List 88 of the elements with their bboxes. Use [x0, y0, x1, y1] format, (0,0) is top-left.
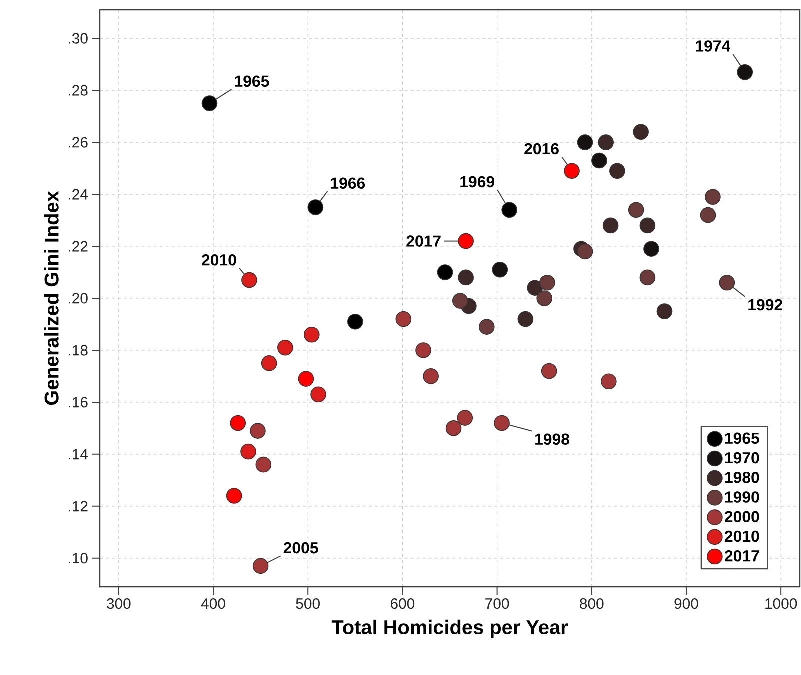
- point: [348, 314, 364, 330]
- point: [256, 456, 272, 473]
- point: [610, 163, 626, 180]
- point: [446, 420, 462, 436]
- y-axis-title: Generalized Gini Index: [44, 191, 59, 406]
- point: [492, 262, 508, 278]
- point: [700, 207, 716, 224]
- x-tick-label: 300: [107, 598, 131, 610]
- point: [540, 274, 556, 291]
- x-tick-label: 800: [580, 598, 604, 610]
- point: [250, 423, 266, 439]
- x-tick-label: 900: [674, 598, 698, 610]
- y-tick-label: .18: [69, 345, 88, 356]
- y-tick-label: .14: [69, 449, 88, 460]
- annotation: 1998: [536, 434, 570, 446]
- point: [452, 293, 468, 309]
- point: [518, 311, 534, 328]
- point: [458, 233, 474, 250]
- point: [304, 326, 320, 343]
- legend-label: 1980: [725, 472, 760, 484]
- annotation: 2016: [524, 143, 559, 155]
- y-tick-label: .22: [69, 241, 88, 252]
- point: [494, 415, 510, 432]
- annotation: 1966: [331, 178, 366, 190]
- point: [644, 241, 660, 257]
- point: [230, 415, 246, 432]
- annotation: 2010: [202, 254, 236, 266]
- point: [202, 96, 218, 112]
- y-tick-label: .12: [69, 501, 88, 512]
- point: [308, 200, 324, 216]
- point: [242, 272, 258, 288]
- x-tick-label: 500: [296, 598, 320, 610]
- x-tick-label: 1000: [766, 598, 798, 610]
- annotation: 1969: [460, 176, 494, 188]
- y-tick-label: .28: [69, 85, 88, 96]
- legend-label: 1970: [725, 452, 760, 464]
- legend-label: 2017: [724, 550, 760, 562]
- y-tick-label: .16: [69, 397, 88, 408]
- point: [278, 340, 294, 356]
- point: [423, 368, 439, 384]
- point: [437, 264, 454, 280]
- point: [592, 152, 608, 169]
- point: [656, 304, 673, 320]
- legend-label: 2000: [724, 511, 760, 523]
- legend-label: 1965: [725, 432, 760, 444]
- point: [298, 371, 314, 387]
- point: [541, 363, 558, 380]
- x-tick-label: 700: [486, 598, 510, 610]
- annotation: 1974: [696, 40, 731, 52]
- point: [737, 64, 754, 80]
- x-tick-label: 400: [201, 598, 226, 610]
- point: [502, 202, 518, 218]
- point: [719, 274, 736, 291]
- point: [536, 290, 552, 306]
- point: [602, 218, 619, 234]
- y-tick-label: .26: [69, 137, 88, 148]
- point: [478, 319, 495, 335]
- y-tick-label: .30: [69, 33, 88, 44]
- point: [261, 356, 278, 372]
- point: [705, 189, 721, 206]
- point: [640, 218, 656, 234]
- x-tick-label: 600: [391, 598, 415, 610]
- y-tick-label: .24: [69, 189, 88, 200]
- point: [577, 244, 594, 260]
- y-tick-label: .20: [69, 293, 88, 304]
- annotation: 1992: [748, 299, 782, 311]
- point: [640, 270, 656, 286]
- point: [396, 311, 412, 328]
- y-tick-label: .10: [69, 553, 88, 564]
- legend-label: 2010: [724, 530, 760, 542]
- point: [598, 134, 614, 150]
- point: [628, 202, 644, 218]
- point: [601, 374, 617, 390]
- point: [416, 342, 432, 358]
- point: [458, 270, 474, 286]
- annotation: 2005: [284, 542, 318, 554]
- annotation: 1965: [235, 76, 270, 88]
- point: [226, 488, 242, 504]
- point: [252, 558, 269, 574]
- point: [457, 410, 474, 426]
- annotation: 2017: [406, 236, 441, 247]
- legend-label: 1990: [725, 492, 760, 503]
- point: [240, 444, 256, 460]
- point: [577, 134, 594, 150]
- point: [564, 163, 580, 180]
- point: [633, 124, 649, 140]
- point: [310, 386, 326, 403]
- x-axis-title: Total Homicides per Year: [332, 620, 568, 639]
